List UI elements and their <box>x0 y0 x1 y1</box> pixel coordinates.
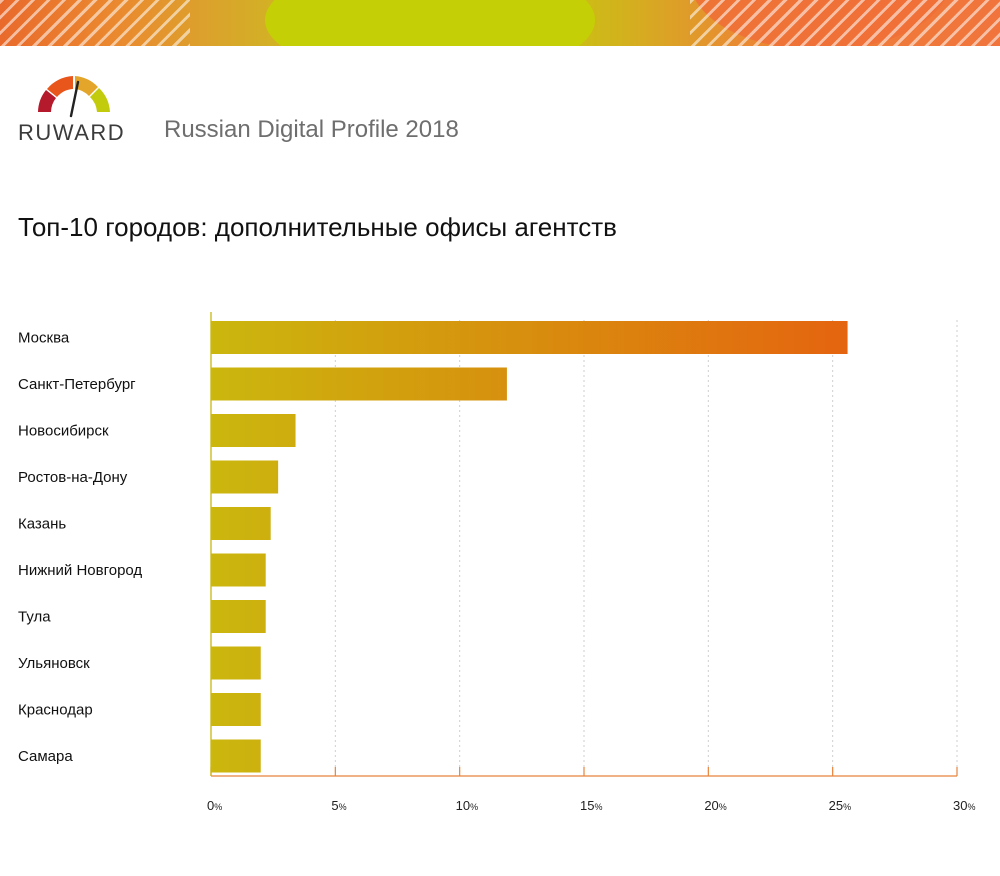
category-labels: Москва Санкт-Петербург Новосибирск Ростов-н… <box>18 330 142 766</box>
bar <box>211 367 507 401</box>
category-label: Москва <box>18 330 70 347</box>
bar <box>211 321 848 354</box>
x-tick-label: 30% <box>953 798 975 813</box>
brand-name: RUWARD <box>18 120 126 145</box>
bar <box>211 693 261 726</box>
bars <box>211 321 848 773</box>
x-tick-label: 0% <box>207 798 222 813</box>
category-label: Самара <box>18 748 73 765</box>
category-label: Тула <box>18 609 51 626</box>
bar <box>211 460 279 494</box>
bar-chart: 0% 5% 10% 15% 20% 25% 30% Москва Санкт-Петербур… <box>18 312 975 813</box>
category-label: Ульяновск <box>18 655 90 672</box>
x-tick-label: 10% <box>456 798 478 813</box>
x-tick-label: 20% <box>704 798 726 813</box>
bar <box>211 553 266 587</box>
ruward-gauge-logo <box>38 76 110 118</box>
x-tick-label: 5% <box>331 798 346 813</box>
bar <box>211 646 261 680</box>
bar <box>211 507 271 540</box>
banner-stripes-right <box>690 0 1000 46</box>
category-label: Нижний Новгород <box>18 562 142 579</box>
category-label: Краснодар <box>18 702 93 719</box>
report-title: Russian Digital Profile 2018 <box>164 116 459 143</box>
category-label: Санкт-Петербург <box>18 376 136 393</box>
banner-stripes-left <box>0 0 190 46</box>
bar <box>211 414 296 447</box>
x-axis: 0% 5% 10% 15% 20% 25% 30% <box>207 312 975 813</box>
x-tick-label: 25% <box>829 798 851 813</box>
header-banner <box>0 0 1000 46</box>
bar <box>211 600 266 633</box>
category-label: Ростов-на-Дону <box>18 469 128 486</box>
x-tick-label: 15% <box>580 798 602 813</box>
banner-shape-green <box>265 0 595 46</box>
category-label: Казань <box>18 516 66 533</box>
category-label: Новосибирск <box>18 423 109 440</box>
chart-title: Топ-10 городов: дополнительные офисы аге… <box>18 212 617 242</box>
bar <box>211 739 261 773</box>
